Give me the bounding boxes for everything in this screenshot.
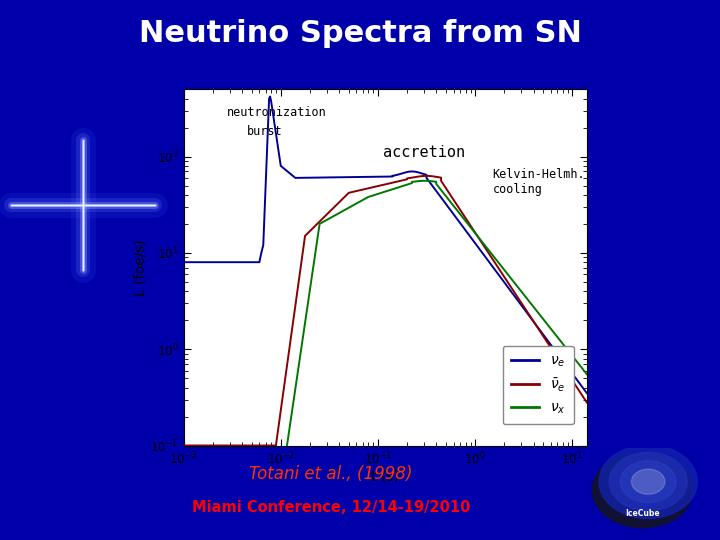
- Text: IceCube: IceCube: [625, 509, 660, 518]
- Y-axis label: L (foe/s): L (foe/s): [133, 239, 148, 296]
- Legend: $\nu_e$, $\bar{\nu}_e$, $\nu_x$: $\nu_e$, $\bar{\nu}_e$, $\nu_x$: [503, 346, 574, 424]
- Text: burst: burst: [247, 125, 282, 138]
- Text: Totani et al., (1998): Totani et al., (1998): [249, 465, 413, 483]
- Circle shape: [593, 453, 693, 528]
- Text: Kelvin-Helmh.
cooling: Kelvin-Helmh. cooling: [492, 168, 585, 196]
- Circle shape: [621, 461, 676, 503]
- Text: Neutrino Spectra from SN: Neutrino Spectra from SN: [138, 19, 582, 48]
- Circle shape: [631, 469, 665, 494]
- X-axis label: t (s): t (s): [372, 470, 399, 484]
- Text: neutronization: neutronization: [228, 106, 327, 119]
- Text: accretion: accretion: [383, 145, 465, 159]
- Circle shape: [599, 445, 697, 518]
- Text: Miami Conference, 12/14-19/2010: Miami Conference, 12/14-19/2010: [192, 500, 470, 515]
- Circle shape: [609, 453, 687, 511]
